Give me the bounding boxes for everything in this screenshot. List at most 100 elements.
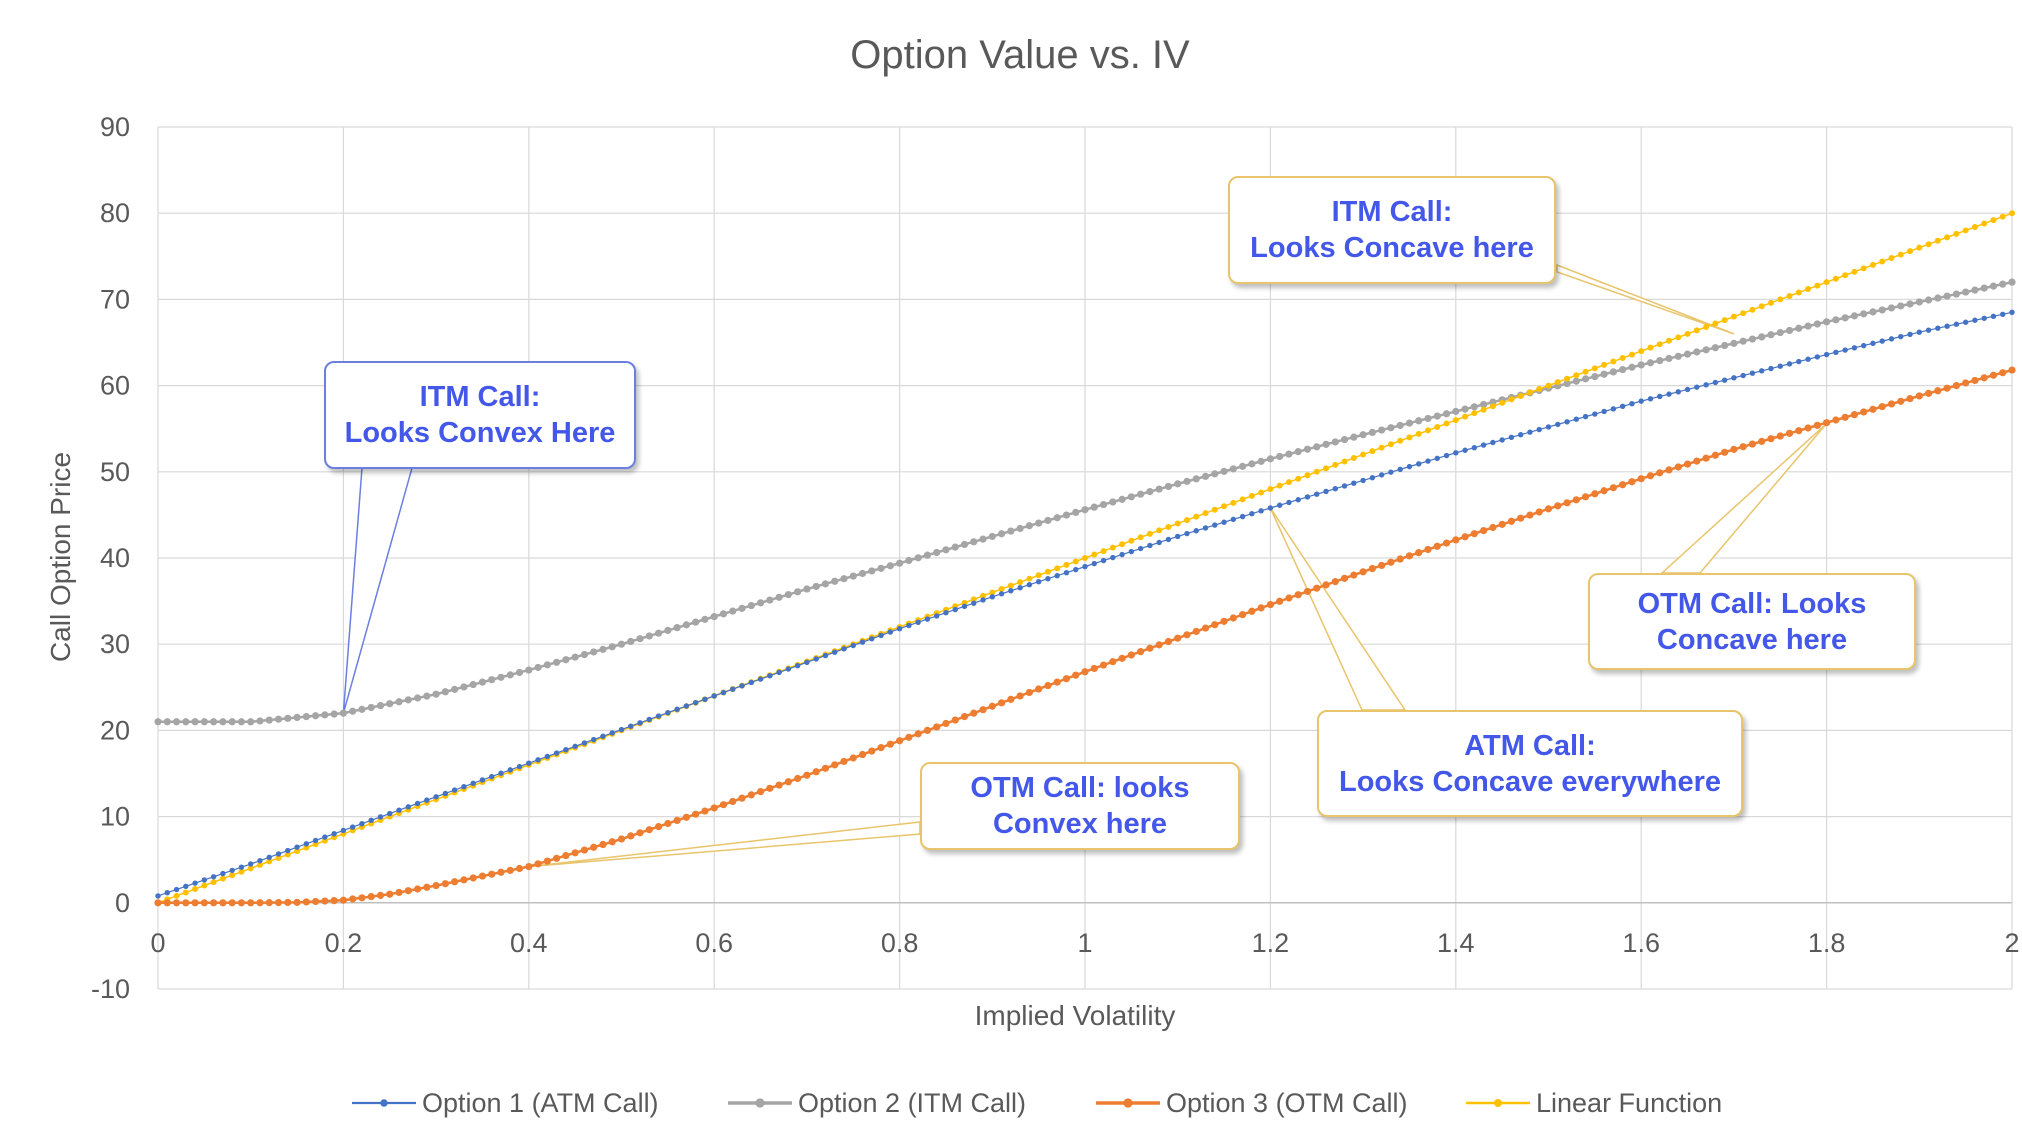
data-point — [1860, 342, 1867, 349]
data-point — [943, 610, 949, 616]
callout-atm-concave-line2: Looks Concave everywhere — [1338, 765, 1721, 798]
data-point — [840, 575, 848, 583]
data-point — [655, 713, 662, 719]
data-point — [1989, 371, 1998, 379]
data-point — [1573, 416, 1580, 422]
data-point — [1165, 523, 1172, 530]
data-point — [1730, 445, 1738, 453]
data-point — [1581, 375, 1590, 383]
data-point — [905, 556, 913, 565]
data-point — [1406, 434, 1413, 441]
callout-leader-otm-convex — [528, 821, 921, 868]
data-point — [618, 726, 625, 733]
data-point — [182, 889, 189, 896]
data-point — [1230, 516, 1237, 523]
data-point — [1405, 552, 1414, 560]
data-point — [1592, 411, 1598, 417]
data-point — [1814, 354, 1821, 360]
y-tick-label: 70 — [100, 284, 130, 314]
data-point — [441, 880, 449, 888]
data-point — [1267, 505, 1274, 511]
data-point — [1470, 530, 1478, 538]
data-point — [563, 747, 569, 753]
data-point — [1507, 517, 1516, 525]
x-tick-label: 1.4 — [1437, 928, 1475, 958]
data-point — [1119, 551, 1125, 558]
data-point — [988, 702, 996, 710]
data-point — [821, 580, 830, 588]
data-point — [858, 750, 867, 759]
data-point — [451, 878, 459, 886]
data-point — [1851, 345, 1858, 351]
data-point — [1397, 466, 1403, 473]
callout-leader-itm-convex — [342, 467, 413, 714]
data-point — [1638, 398, 1644, 404]
data-point — [1841, 413, 1849, 421]
data-point — [1480, 400, 1488, 409]
data-point — [1045, 575, 1051, 582]
series-option-1-atm-call — [155, 309, 2015, 899]
data-point — [961, 603, 968, 610]
data-point — [590, 843, 598, 851]
data-point — [1164, 637, 1173, 646]
data-point — [1396, 555, 1404, 563]
data-point — [1767, 435, 1775, 443]
data-point — [432, 881, 440, 890]
data-point — [692, 810, 700, 818]
leader-layer — [342, 263, 1828, 868]
data-point — [1350, 571, 1358, 579]
data-point — [368, 817, 374, 824]
data-point — [1276, 482, 1283, 489]
data-point — [1962, 288, 1970, 296]
data-point — [906, 622, 912, 629]
data-point — [331, 831, 337, 837]
data-point — [1470, 403, 1478, 411]
data-point — [1359, 568, 1367, 576]
data-point — [535, 757, 541, 763]
data-point — [627, 832, 635, 840]
data-point — [1081, 668, 1089, 676]
data-point — [191, 899, 199, 907]
data-point — [229, 867, 235, 874]
data-point — [1137, 545, 1144, 552]
data-point — [1517, 432, 1524, 438]
data-point — [664, 626, 672, 635]
data-point — [980, 597, 986, 603]
data-point — [2009, 210, 2015, 217]
data-point — [581, 740, 588, 746]
data-point — [1869, 261, 1876, 268]
data-point — [1573, 372, 1580, 379]
data-point — [1193, 513, 1200, 520]
data-point — [1193, 528, 1199, 534]
y-tick-label: 40 — [100, 543, 130, 573]
x-tick-label: 0.4 — [510, 928, 548, 958]
data-point — [1211, 621, 1219, 629]
data-point — [229, 872, 236, 879]
data-point — [1730, 339, 1738, 347]
data-point — [1442, 410, 1451, 418]
data-point — [1044, 516, 1052, 525]
x-tick-label: 1.8 — [1808, 928, 1846, 958]
data-point — [1842, 347, 1848, 353]
data-point — [201, 877, 208, 883]
data-point — [849, 572, 857, 580]
data-point — [359, 820, 365, 827]
data-point — [1972, 317, 1978, 323]
data-point — [1536, 426, 1542, 433]
data-point — [1331, 438, 1339, 446]
data-point — [1545, 424, 1552, 430]
data-point — [1360, 451, 1367, 458]
data-point — [274, 715, 283, 723]
data-point — [238, 868, 245, 875]
data-point — [738, 604, 746, 612]
data-point — [988, 532, 996, 541]
data-point — [321, 897, 329, 905]
data-point — [1564, 419, 1570, 425]
data-point — [1368, 428, 1376, 437]
data-point — [404, 887, 412, 895]
data-point — [1943, 384, 1951, 392]
data-point — [1860, 310, 1868, 318]
data-point — [1610, 406, 1617, 412]
data-point — [1916, 244, 1923, 251]
data-point — [1508, 396, 1515, 403]
